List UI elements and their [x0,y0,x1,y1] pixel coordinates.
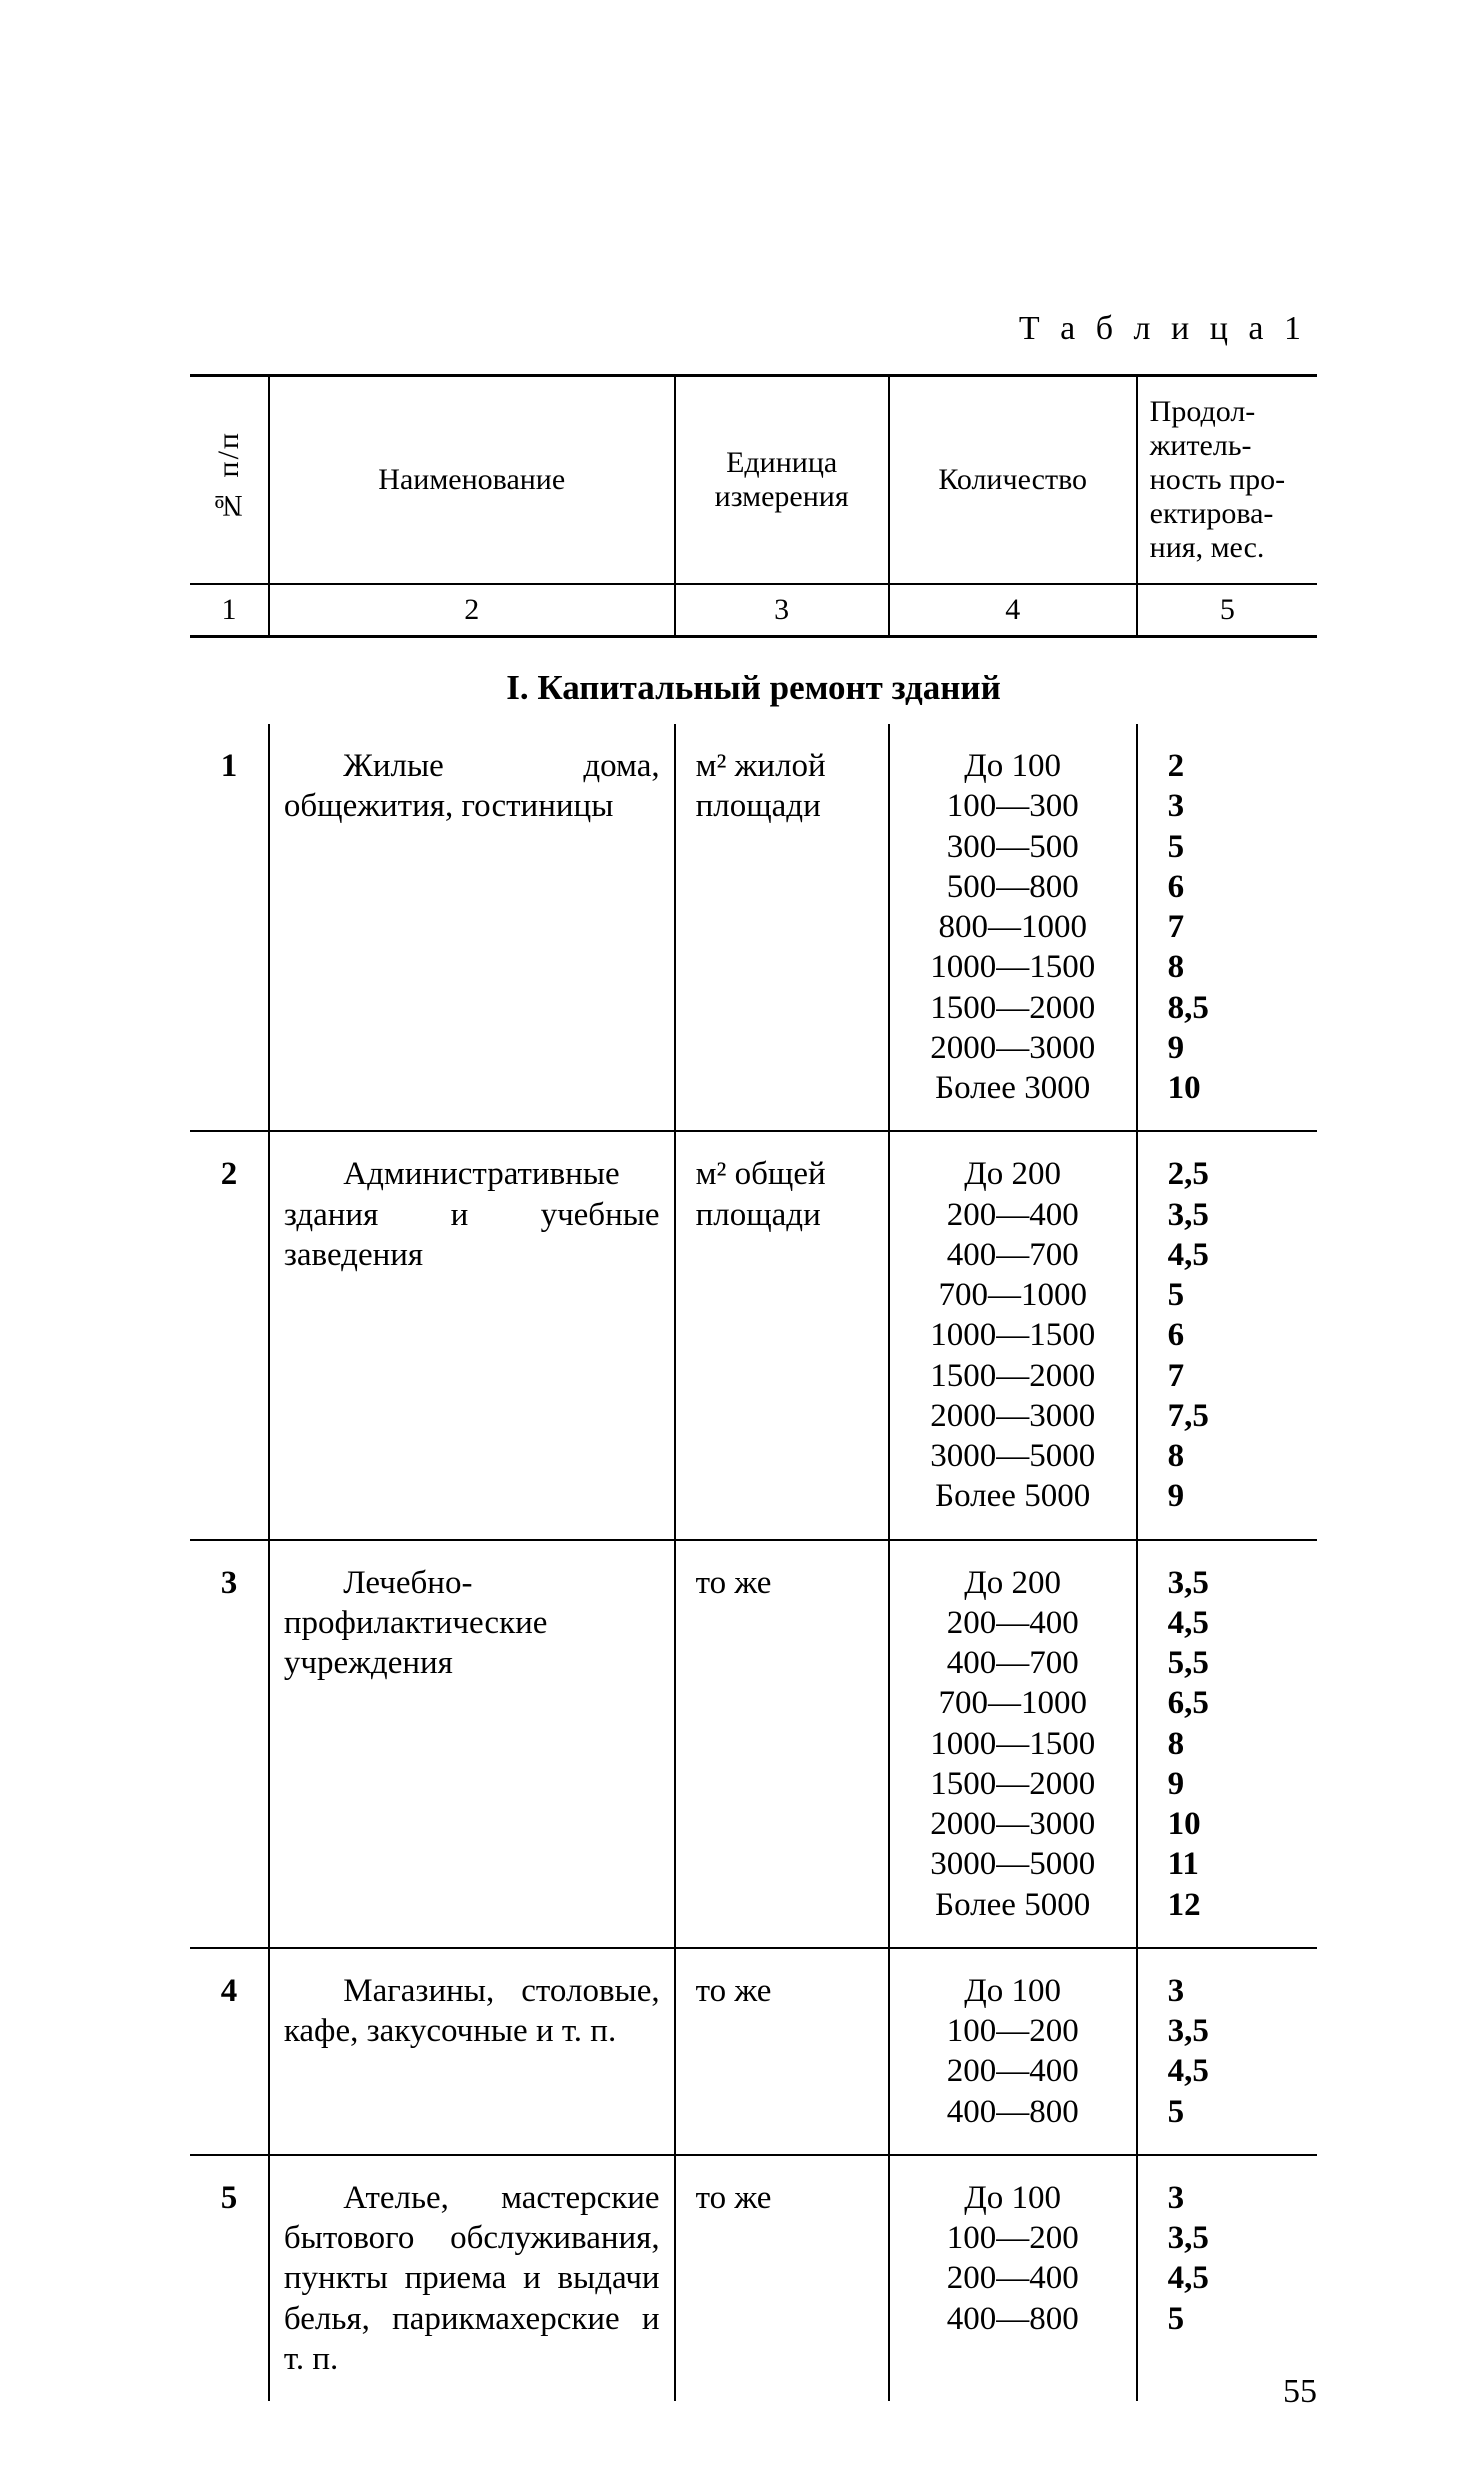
col-header-dur: Продол­житель­ность про­ектирова­ния, ме… [1137,376,1317,585]
table-row: 4 Магазины, столовые, кафе, закусочные и… [190,1948,1317,2155]
table-column-numbers: 1 2 3 4 5 [190,584,1317,637]
cell-qty: До 100 100—300 300—500 500—800 800—1000 … [889,724,1137,1131]
page: Т а б л и ц а 1 № п/п Наименование Едини… [0,0,1477,2471]
cell-num: 2 [190,1131,269,1539]
section-1-heading-row: I. Капитальный ремонт зданий [190,637,1317,725]
cell-qty: До 200 200—400 400—700 700—1000 1000—150… [889,1131,1137,1539]
colnum-1: 1 [190,584,269,637]
table-row: 3 Лечебно-профилактиче­ские учреждения т… [190,1540,1317,1948]
cell-name: Магазины, столовые, кафе, закусочные и т… [269,1948,675,2155]
cell-dur: 3 3,5 4,5 5 [1137,1948,1317,2155]
cell-num: 5 [190,2155,269,2401]
cell-name: Административные зда­ния и учебные завед… [269,1131,675,1539]
table-caption: Т а б л и ц а 1 [190,310,1307,348]
col-header-unit: Единица измерения [675,376,889,585]
cell-name: Ателье, мастерские бы­тового обслуживани… [269,2155,675,2401]
col-header-qty: Количество [889,376,1137,585]
table-row: 5 Ателье, мастерские бы­тового обслужива… [190,2155,1317,2401]
table-1: № п/п Наименование Единица измерения Кол… [190,374,1317,2401]
cell-num: 1 [190,724,269,1131]
cell-name-text: Магазины, столовые, кафе, закусочные и т… [284,1973,660,2049]
cell-dur: 3,5 4,5 5,5 6,5 8 9 10 11 12 [1137,1540,1317,1948]
section-1-heading: I. Капитальный ремонт зданий [190,637,1317,725]
cell-name-text: Ателье, мастерские бы­тового обслуживани… [284,2180,660,2377]
cell-unit: то же [675,1948,889,2155]
colnum-4: 4 [889,584,1137,637]
cell-dur: 3 3,5 4,5 5 [1137,2155,1317,2401]
page-number: 55 [1283,2373,1317,2411]
cell-num: 4 [190,1948,269,2155]
cell-name: Лечебно-профилактиче­ские учреждения [269,1540,675,1948]
cell-name-text: Жилые дома, общежи­тия, гостиницы [284,748,660,824]
cell-unit: то же [675,2155,889,2401]
col-header-number-text: № п/п [214,431,244,522]
cell-dur: 2,5 3,5 4,5 5 6 7 7,5 8 9 [1137,1131,1317,1539]
table-header-row: № п/п Наименование Единица измерения Кол… [190,376,1317,585]
cell-qty: До 100 100—200 200—400 400—800 [889,2155,1137,2401]
col-header-name: Наименование [269,376,675,585]
cell-qty: До 200 200—400 400—700 700—1000 1000—150… [889,1540,1137,1948]
cell-dur: 2 3 5 6 7 8 8,5 9 10 [1137,724,1317,1131]
cell-qty: До 100 100—200 200—400 400—800 [889,1948,1137,2155]
col-header-number: № п/п [190,376,269,585]
cell-unit: м² жилой площади [675,724,889,1131]
cell-name-text: Административные зда­ния и учебные завед… [284,1156,660,1273]
colnum-5: 5 [1137,584,1317,637]
colnum-3: 3 [675,584,889,637]
cell-name-text: Лечебно-профилактиче­ские учреждения [284,1565,548,1682]
cell-unit: то же [675,1540,889,1948]
cell-num: 3 [190,1540,269,1948]
table-row: 1 Жилые дома, общежи­тия, гостиницы м² ж… [190,724,1317,1131]
table-row: 2 Административные зда­ния и учебные зав… [190,1131,1317,1539]
colnum-2: 2 [269,584,675,637]
cell-unit: м² общей площади [675,1131,889,1539]
cell-name: Жилые дома, общежи­тия, гостиницы [269,724,675,1131]
